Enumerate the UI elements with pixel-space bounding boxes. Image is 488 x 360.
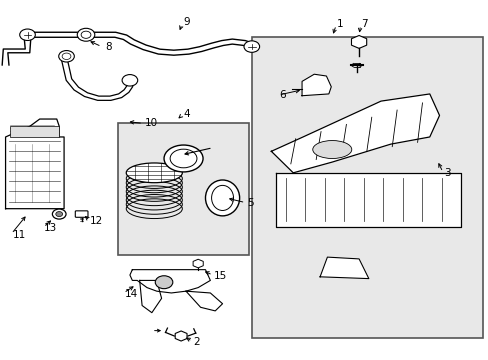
FancyBboxPatch shape (75, 211, 88, 217)
Ellipse shape (170, 149, 197, 168)
Ellipse shape (126, 163, 182, 183)
Circle shape (77, 28, 95, 41)
Polygon shape (271, 94, 439, 173)
Text: 8: 8 (105, 42, 112, 51)
Text: 9: 9 (183, 17, 190, 27)
Text: 13: 13 (43, 224, 57, 233)
Circle shape (244, 41, 259, 52)
Ellipse shape (163, 145, 203, 172)
Polygon shape (140, 280, 161, 313)
Polygon shape (130, 270, 210, 293)
Text: 5: 5 (246, 198, 253, 208)
Text: 14: 14 (125, 289, 138, 299)
Circle shape (155, 276, 172, 289)
Polygon shape (276, 173, 461, 226)
Bar (251, 37, 483, 338)
Bar (118, 123, 249, 255)
Circle shape (56, 212, 62, 217)
Polygon shape (302, 74, 330, 96)
Circle shape (52, 209, 66, 219)
Circle shape (62, 53, 71, 59)
Circle shape (122, 75, 138, 86)
Ellipse shape (312, 140, 351, 158)
Polygon shape (185, 291, 222, 311)
Text: 15: 15 (213, 271, 226, 281)
Polygon shape (320, 257, 368, 279)
Ellipse shape (205, 180, 239, 216)
Text: 3: 3 (444, 168, 450, 178)
Bar (10, 126, 59, 137)
Text: 2: 2 (193, 337, 200, 347)
Text: 1: 1 (336, 19, 343, 29)
Text: 4: 4 (183, 109, 190, 119)
Circle shape (81, 31, 91, 39)
Circle shape (59, 50, 74, 62)
Text: 12: 12 (90, 216, 103, 226)
Polygon shape (5, 119, 64, 209)
Text: 10: 10 (144, 118, 157, 128)
Text: 11: 11 (13, 230, 26, 239)
Ellipse shape (211, 185, 233, 211)
Text: 6: 6 (279, 90, 285, 100)
Text: 7: 7 (361, 19, 367, 29)
Circle shape (20, 29, 35, 41)
